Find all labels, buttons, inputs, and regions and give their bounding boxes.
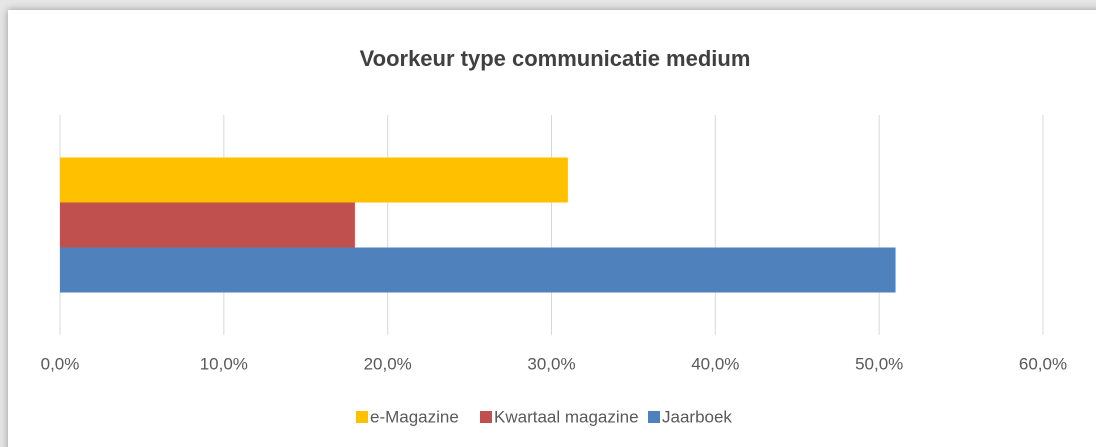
legend-swatch: [648, 411, 660, 423]
legend-swatch: [480, 411, 492, 423]
x-tick-label: 30,0%: [527, 354, 575, 373]
x-tick-label: 10,0%: [200, 354, 248, 373]
x-tick-label: 50,0%: [855, 354, 903, 373]
chart-title: Voorkeur type communicatie medium: [360, 46, 751, 71]
x-tick-label: 20,0%: [364, 354, 412, 373]
legend-swatch: [356, 411, 368, 423]
bar: [60, 157, 568, 203]
x-tick-label: 60,0%: [1019, 354, 1067, 373]
bar: [60, 247, 896, 293]
legend-label: Kwartaal magazine: [494, 407, 639, 426]
legend-label: Jaarboek: [662, 407, 732, 426]
x-tick-label: 0,0%: [41, 354, 80, 373]
legend-label: e-Magazine: [370, 407, 459, 426]
bar: [60, 202, 355, 248]
x-tick-label: 40,0%: [691, 354, 739, 373]
